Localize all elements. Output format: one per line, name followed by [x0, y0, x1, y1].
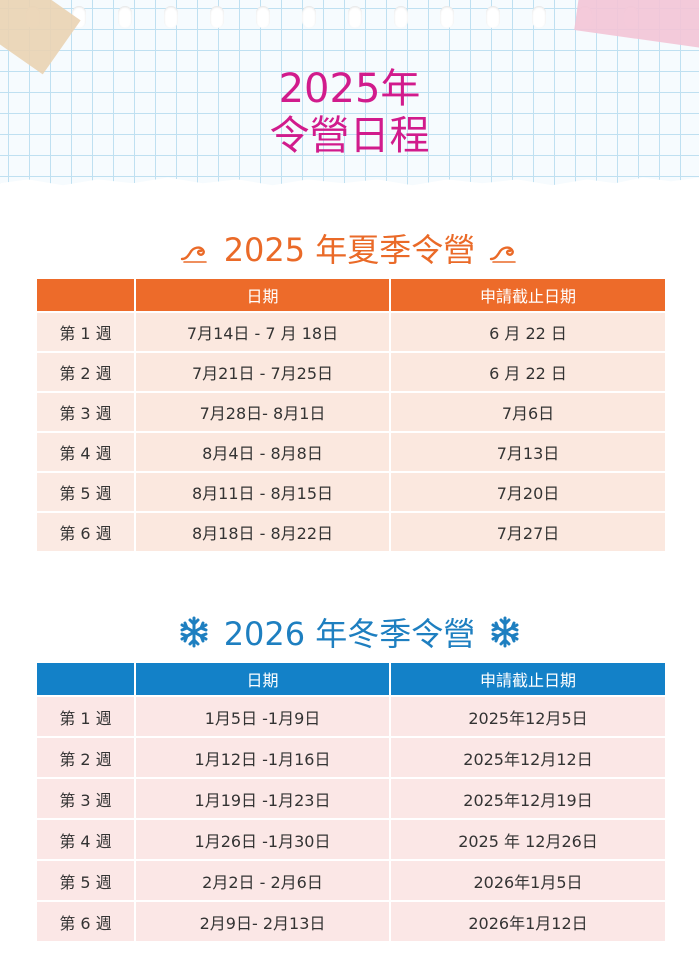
hole: [118, 6, 132, 28]
table-row: 第 6 週 2月9日- 2月13日 2026年1月12日: [37, 900, 665, 941]
snowflake-icon: [178, 616, 210, 656]
dates-cell: 8月4日 - 8月8日: [135, 431, 391, 472]
week-column-header: [37, 279, 136, 312]
table-row: 第 2 週 7月21日 - 7月25日 6 月 22 日: [37, 351, 665, 392]
table-row: 第 4 週 8月4日 - 8月8日 7月13日: [37, 431, 665, 472]
deadline-cell: 7月13日: [390, 431, 665, 472]
week-cell: 第 5 週: [37, 859, 136, 901]
hole: [256, 6, 270, 28]
week-cell: 第 3 週: [37, 777, 136, 819]
summer-title-text: 2025 年夏季令營: [223, 231, 476, 269]
week-cell: 第 4 週: [37, 818, 136, 860]
deadline-cell: 2026年1月5日: [390, 859, 665, 901]
deadline-cell: 7月6日: [390, 391, 665, 432]
hole: [440, 6, 454, 28]
hole: [164, 6, 178, 28]
table-row: 第 5 週 2月2日 - 2月6日 2026年1月5日: [37, 859, 665, 901]
week-cell: 第 2 週: [37, 736, 136, 778]
deadline-cell: 2026年1月12日: [390, 900, 665, 941]
deadline-cell: 7月27日: [390, 511, 665, 551]
hole: [302, 6, 316, 28]
week-cell: 第 2 週: [37, 351, 136, 392]
dates-column-header: 日期: [135, 279, 391, 312]
hole: [394, 6, 408, 28]
deadline-column-header: 申請截止日期: [390, 279, 665, 312]
winter-title-text: 2026 年冬季令營: [223, 615, 476, 653]
hole: [532, 6, 546, 28]
dates-cell: 7月14日 - 7 月 18日: [135, 311, 391, 352]
week-cell: 第 3 週: [37, 391, 136, 432]
winter-section-title: 2026 年冬季令營: [0, 615, 699, 656]
week-cell: 第 5 週: [37, 471, 136, 512]
week-cell: 第 6 週: [37, 900, 136, 941]
page-title: 令營日程: [269, 113, 430, 159]
deadline-cell: 2025年12月19日: [390, 777, 665, 819]
snowflake-icon: [489, 616, 521, 656]
week-column-header: [37, 663, 136, 696]
dates-cell: 2月2日 - 2月6日: [135, 859, 391, 901]
week-cell: 第 4 週: [37, 431, 136, 472]
table-row: 第 3 週 1月19日 -1月23日 2025年12月19日: [37, 777, 665, 819]
table-row: 第 1 週 7月14日 - 7 月 18日 6 月 22 日: [37, 311, 665, 352]
deadline-column-header: 申請截止日期: [390, 663, 665, 696]
summer-schedule-table: 日期 申請截止日期 第 1 週 7月14日 - 7 月 18日 6 月 22 日 第…: [37, 279, 665, 551]
dates-cell: 8月11日 - 8月15日: [135, 471, 391, 512]
deadline-cell: 2025年12月5日: [390, 695, 665, 737]
dates-cell: 7月21日 - 7月25日: [135, 351, 391, 392]
dates-column-header: 日期: [135, 663, 391, 696]
summer-section-title: 2025 年夏季令營: [0, 231, 699, 271]
deadline-cell: 7月20日: [390, 471, 665, 512]
wave-icon: [180, 233, 210, 271]
table-row: 第 6 週 8月18日 - 8月22日 7月27日: [37, 511, 665, 551]
deadline-cell: 2025年12月12日: [390, 736, 665, 778]
week-cell: 第 1 週: [37, 695, 136, 737]
deadline-cell: 6 月 22 日: [390, 311, 665, 352]
dates-cell: 8月18日 - 8月22日: [135, 511, 391, 551]
dates-cell: 1月5日 -1月9日: [135, 695, 391, 737]
deadline-cell: 2025 年 12月26日: [390, 818, 665, 860]
table-row: 第 4 週 1月26日 -1月30日 2025 年 12月26日: [37, 818, 665, 860]
wave-icon: [489, 233, 519, 271]
winter-schedule-table: 日期 申請截止日期 第 1 週 1月5日 -1月9日 2025年12月5日 第 2 …: [37, 663, 665, 941]
page-title-year: 2025年: [278, 66, 421, 112]
table-row: 第 2 週 1月12日 -1月16日 2025年12月12日: [37, 736, 665, 778]
table-row: 第 5 週 8月11日 - 8月15日 7月20日: [37, 471, 665, 512]
dates-cell: 2月9日- 2月13日: [135, 900, 391, 941]
hole: [486, 6, 500, 28]
week-cell: 第 6 週: [37, 511, 136, 551]
week-cell: 第 1 週: [37, 311, 136, 352]
table-header-row: 日期 申請截止日期: [37, 663, 665, 696]
table-header-row: 日期 申請截止日期: [37, 279, 665, 312]
deadline-cell: 6 月 22 日: [390, 351, 665, 392]
hole: [210, 6, 224, 28]
table-row: 第 3 週 7月28日- 8月1日 7月6日: [37, 391, 665, 432]
dates-cell: 1月19日 -1月23日: [135, 777, 391, 819]
dates-cell: 1月26日 -1月30日: [135, 818, 391, 860]
dates-cell: 7月28日- 8月1日: [135, 391, 391, 432]
table-row: 第 1 週 1月5日 -1月9日 2025年12月5日: [37, 695, 665, 737]
dates-cell: 1月12日 -1月16日: [135, 736, 391, 778]
hole: [348, 6, 362, 28]
